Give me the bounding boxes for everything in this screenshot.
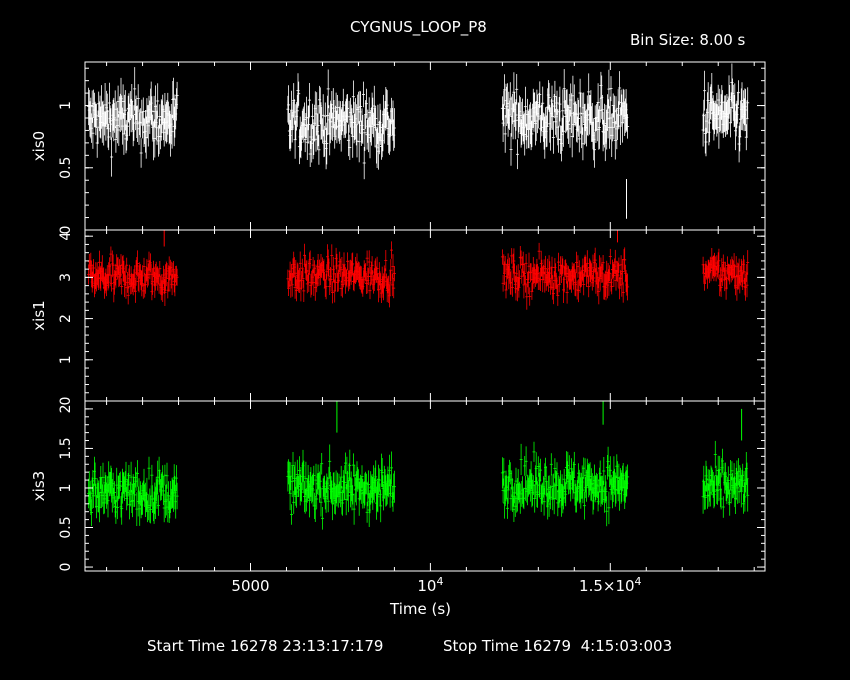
xis1-y-axis-label: xis1 [30, 300, 48, 330]
xis1-y-tick-label: 2 [58, 314, 74, 323]
xis3-y-tick-label: 0.5 [58, 516, 74, 538]
xis1-panel-frame [84, 229, 766, 402]
x-tick-label: 104 [417, 575, 443, 595]
xis1-y-tick-label: 0 [58, 397, 74, 406]
start-time-label: Start Time 16278 23:13:17:179 [147, 637, 384, 655]
xis0-y-tick-label: 0.5 [58, 157, 74, 179]
xis3-panel-frame [84, 400, 766, 572]
x-tick-label: 1.5×104 [579, 575, 642, 595]
x-axis-label: Time (s) [390, 600, 451, 618]
xis1-y-tick-label: 1 [58, 355, 74, 364]
xis1-y-tick-label: 4 [58, 232, 74, 241]
xis3-y-tick-label: 0 [58, 563, 74, 572]
xis3-y-tick-label: 1.5 [58, 437, 74, 459]
xis3-y-axis-label: xis3 [30, 471, 48, 501]
bin-size-label: Bin Size: 8.00 s [630, 31, 746, 49]
xis3-y-tick-label: 1 [58, 484, 74, 493]
stop-time-label: Stop Time 16279 4:15:03:003 [443, 637, 673, 655]
chart-title: CYGNUS_LOOP_P8 [350, 18, 487, 36]
x-tick-label: 5000 [231, 577, 269, 595]
xis0-panel-frame [84, 61, 766, 231]
xis3-y-tick-label: 2 [58, 404, 74, 413]
xis0-y-tick-label: 0 [58, 226, 74, 235]
xis1-y-tick-label: 3 [58, 273, 74, 282]
xis0-y-tick-label: 1 [58, 101, 74, 110]
xis0-y-axis-label: xis0 [30, 131, 48, 161]
